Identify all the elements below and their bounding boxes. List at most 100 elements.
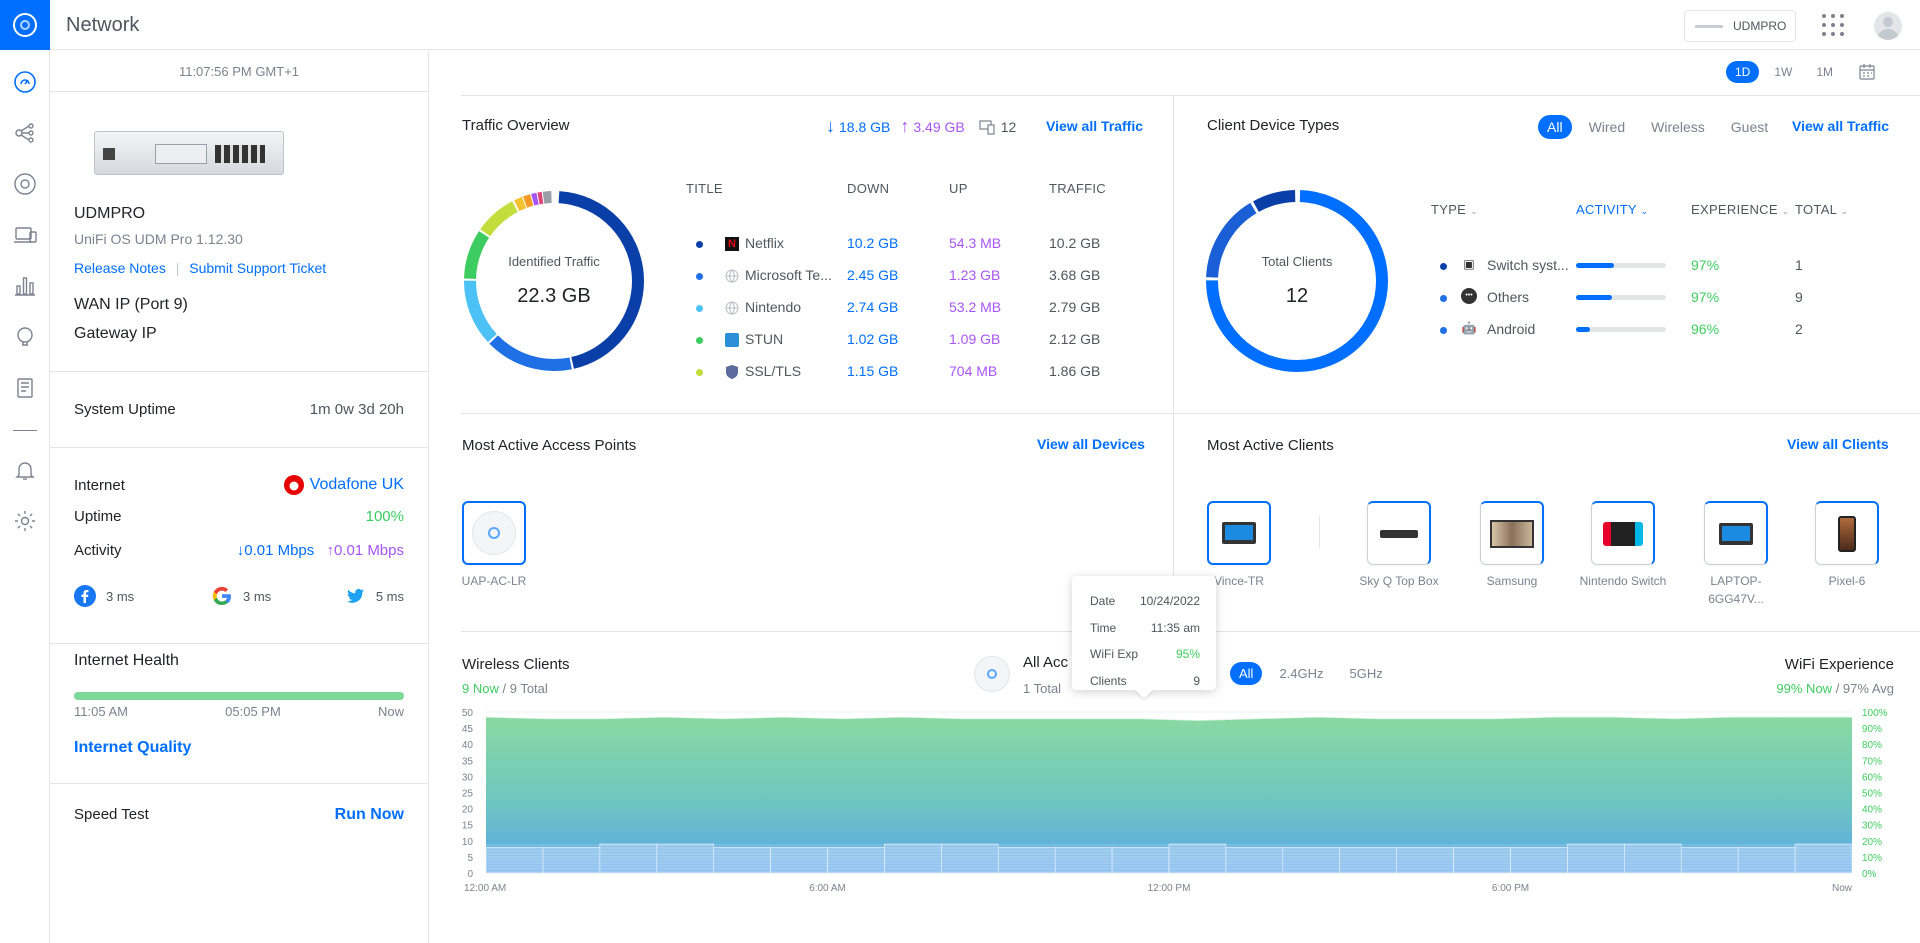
range-1d[interactable]: 1D bbox=[1726, 61, 1760, 83]
laptop-icon bbox=[1222, 522, 1256, 544]
internet-quality-link[interactable]: Internet Quality bbox=[74, 739, 192, 756]
client-tile[interactable] bbox=[1207, 501, 1271, 565]
app-up: 54.3 MB bbox=[949, 235, 1002, 251]
filter-wired[interactable]: Wired bbox=[1588, 119, 1626, 135]
clients-donut[interactable] bbox=[1204, 188, 1390, 374]
apps-grid-icon[interactable] bbox=[1822, 14, 1844, 36]
wireless-clients-bar bbox=[485, 846, 544, 874]
filter-guest[interactable]: Guest bbox=[1730, 119, 1769, 135]
y-tick-left: 15 bbox=[462, 821, 474, 832]
wireless-clients-bar bbox=[827, 846, 885, 874]
view-all-traffic-link[interactable]: View all Traffic bbox=[1046, 118, 1144, 134]
upload-arrow-icon: ↑ bbox=[326, 542, 334, 559]
bell-icon[interactable] bbox=[13, 458, 37, 482]
legend-dot bbox=[696, 337, 703, 344]
donut-segment-netflix bbox=[464, 191, 644, 371]
view-all-traffic-link[interactable]: View all Traffic bbox=[1792, 118, 1890, 134]
donut-segment-nintendo bbox=[464, 191, 644, 371]
col-activity[interactable]: ACTIVITY ⌄ bbox=[1576, 202, 1649, 217]
col-type[interactable]: TYPE ⌄ bbox=[1431, 202, 1478, 217]
range-1m[interactable]: 1M bbox=[1816, 65, 1834, 79]
app-up: 704 MB bbox=[949, 363, 998, 379]
devices-icon[interactable] bbox=[13, 172, 37, 196]
band-5ghz[interactable]: 5GHz bbox=[1349, 666, 1383, 681]
client-tile[interactable] bbox=[1480, 501, 1544, 565]
x-tick-label: 12:00 PM bbox=[1148, 883, 1191, 894]
y-tick-right: 100% bbox=[1862, 708, 1888, 719]
user-avatar[interactable] bbox=[1874, 12, 1902, 40]
topology-icon[interactable] bbox=[13, 121, 37, 145]
device-summary-panel: 11:07:56 PM GMT+1 UDMPRO UniFi OS UDM Pr… bbox=[50, 51, 429, 943]
ap-selector-label[interactable]: All Acc bbox=[1023, 654, 1069, 671]
calendar-icon[interactable] bbox=[1858, 63, 1876, 81]
speed-test-label: Speed Test bbox=[74, 806, 149, 823]
legend-dot bbox=[696, 369, 703, 376]
wireless-clients-bar bbox=[713, 846, 771, 874]
client-tile[interactable] bbox=[1704, 501, 1768, 565]
clients-icon[interactable] bbox=[13, 223, 37, 247]
device-selector[interactable]: UDMPRO bbox=[1684, 10, 1796, 42]
col-total[interactable]: TOTAL ⌄ bbox=[1795, 202, 1849, 217]
clients-donut-label: Total Clients bbox=[1261, 254, 1333, 269]
device-version: UniFi OS UDM Pro 1.12.30 bbox=[74, 231, 243, 247]
release-notes-link[interactable]: Release Notes bbox=[74, 260, 166, 276]
wireless-clients-bar bbox=[1624, 843, 1682, 874]
statistics-icon[interactable] bbox=[13, 274, 37, 298]
client-tile[interactable] bbox=[1815, 501, 1879, 565]
wireless-clients-bar bbox=[884, 843, 942, 874]
y-tick-left: 30 bbox=[462, 772, 474, 783]
wifi-experience-summary: 99% Now / 97% Avg bbox=[1776, 681, 1894, 696]
y-tick-left: 45 bbox=[462, 724, 474, 735]
run-now-button[interactable]: Run Now bbox=[334, 806, 404, 823]
unifi-logo-icon[interactable] bbox=[0, 0, 50, 50]
insights-icon[interactable] bbox=[13, 325, 37, 349]
range-1w[interactable]: 1W bbox=[1774, 65, 1793, 79]
others-icon: ••• bbox=[1461, 288, 1477, 304]
uptime-value: 1m 0w 3d 20h bbox=[309, 401, 404, 418]
logs-icon[interactable] bbox=[13, 376, 37, 400]
device-links: Release Notes | Submit Support Ticket bbox=[74, 260, 327, 276]
y-tick-left: 10 bbox=[462, 837, 474, 848]
wireless-clients-bar bbox=[1111, 846, 1170, 874]
facebook-latency-value: 3 ms bbox=[106, 588, 135, 604]
client-tile[interactable] bbox=[1367, 501, 1431, 565]
wireless-clients-bar bbox=[542, 846, 601, 874]
app-down: 10.2 GB bbox=[847, 235, 899, 251]
facebook-latency: 3 ms bbox=[74, 585, 134, 607]
divider bbox=[50, 91, 428, 92]
wifi-now: 99% Now bbox=[1776, 681, 1833, 696]
range-selector: 1D 1W 1M bbox=[1726, 61, 1876, 83]
gear-icon[interactable] bbox=[13, 509, 37, 533]
internet-health-bar[interactable] bbox=[74, 692, 404, 700]
view-all-devices-link[interactable]: View all Devices bbox=[1037, 436, 1145, 452]
client-type-experience: 97% bbox=[1691, 289, 1720, 305]
ap-selector-total: 1 Total bbox=[1023, 681, 1062, 696]
globe-icon bbox=[725, 269, 739, 283]
y-tick-right: 90% bbox=[1862, 724, 1882, 735]
col-experience[interactable]: EXPERIENCE ⌄ bbox=[1691, 202, 1790, 217]
client-type-total: 1 bbox=[1795, 257, 1803, 273]
support-ticket-link[interactable]: Submit Support Ticket bbox=[189, 260, 327, 276]
legend-dot bbox=[696, 241, 703, 248]
divider bbox=[50, 447, 428, 448]
twitter-latency: 5 ms bbox=[344, 585, 404, 607]
access-point-icon[interactable] bbox=[974, 656, 1010, 692]
activity-label: Activity bbox=[74, 542, 122, 559]
view-all-clients-link[interactable]: View all Clients bbox=[1787, 436, 1889, 452]
isp-link[interactable]: Vodafone UK bbox=[309, 476, 404, 493]
filter-wireless[interactable]: Wireless bbox=[1651, 119, 1705, 135]
y-tick-right: 30% bbox=[1862, 821, 1882, 832]
dashboard-icon[interactable] bbox=[13, 70, 37, 94]
phone-icon bbox=[1837, 515, 1856, 552]
wireless-clients-chart[interactable]: 50 100%45 90%40 80%35 70%30 60%25 50%20 40%15 30… bbox=[429, 701, 1920, 943]
client-tile[interactable] bbox=[1591, 501, 1655, 565]
traffic-summary: ↓ 18.8 GB ↑ 3.49 GB 12 bbox=[826, 116, 1016, 137]
access-point-tile[interactable] bbox=[462, 501, 526, 565]
filter-all[interactable]: All bbox=[1538, 115, 1572, 139]
app-name: Netflix bbox=[745, 235, 784, 251]
tooltip-time: 11:35 am bbox=[1150, 621, 1200, 635]
band-all[interactable]: All bbox=[1230, 662, 1263, 685]
health-time-start: 11:05 AM bbox=[74, 704, 128, 719]
band-2-4ghz[interactable]: 2.4GHz bbox=[1279, 666, 1324, 681]
traffic-donut[interactable] bbox=[461, 188, 647, 374]
